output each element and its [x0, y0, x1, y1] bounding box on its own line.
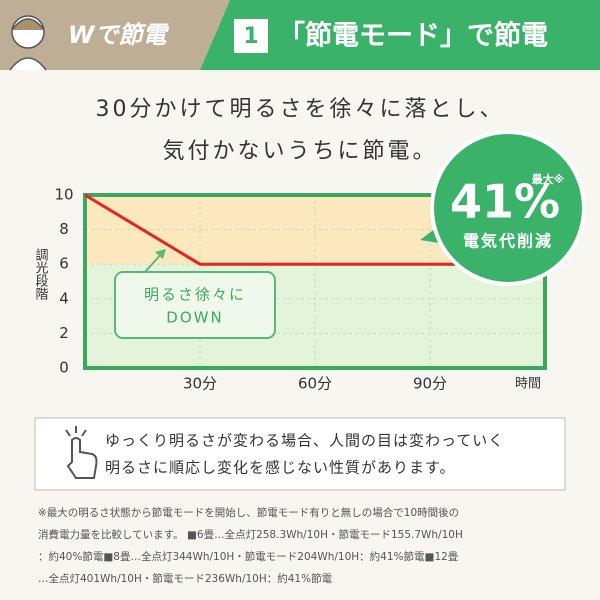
header-right — [200, 0, 600, 70]
line — [84, 193, 545, 266]
plot-border — [83, 193, 547, 370]
footnote: ※最大の明るさ状態から節電モードを開始し、節電モード有りと無しの場合で10時間後… — [38, 506, 459, 519]
note-text: ゆっくり明るさが変わる場合、人間の目は変わっていく — [105, 432, 504, 450]
header-left — [0, 0, 230, 70]
badge-bottom: 電気代削減 — [463, 232, 553, 251]
annotation-arrowhead — [155, 249, 166, 259]
y-tick-label: 0 — [59, 359, 69, 377]
chart: 0 2 4 6 8 10 30分 60分 90分 時間 調光段階明るさ徐々に DOWN 最大※41% 電気… — [33, 130, 586, 393]
y-axis-label: 調光段階 — [33, 248, 49, 300]
x-tick-label: 90分 — [413, 375, 447, 393]
number: 1 — [243, 24, 258, 49]
annotation-text: 明るさ徐々に — [144, 286, 246, 304]
note-text: 明るさに順応し変化を感じない性質があります。 — [105, 459, 456, 477]
badge — [430, 130, 586, 286]
y-tick-label: 6 — [59, 255, 69, 273]
footnote: …全点灯401Wh/10H・節電モード236Wh/10H：約41%節電 — [38, 572, 333, 585]
hand-icon — [65, 426, 98, 479]
headline: 気付かないうちに節電。 — [162, 139, 437, 164]
note-box — [34, 417, 566, 491]
y-tick-label: 8 — [59, 220, 69, 238]
annotation-box — [114, 271, 276, 339]
x-tick-label: 30分 — [183, 375, 217, 393]
y-tick-label: 10 — [54, 186, 73, 204]
x-axis-label: 時間 — [515, 377, 541, 392]
footnote: ：約40%節電■8畳…全点灯344Wh/10H・節電モード204Wh/10H：約… — [38, 550, 459, 563]
number-box — [234, 19, 268, 53]
headline: 30分かけて明るさを徐々に落とし、 — [96, 97, 505, 122]
footnote: 消費電力量を比較しています。 ■6畳…全点灯258.3Wh/10H・節電モード1… — [38, 528, 463, 541]
badge-value: 41% — [450, 175, 560, 229]
badge-top: 最大※ — [532, 172, 565, 186]
y-tick-label: 4 — [59, 289, 69, 307]
x-tick-label: 60分 — [298, 375, 332, 393]
person-icon — [9, 15, 47, 71]
logo: Wで節電 — [68, 21, 169, 49]
annotation-text: DOWN — [166, 309, 223, 327]
header-title: 「節電モード」で節電 — [278, 20, 548, 52]
y-tick-label: 2 — [59, 324, 69, 342]
